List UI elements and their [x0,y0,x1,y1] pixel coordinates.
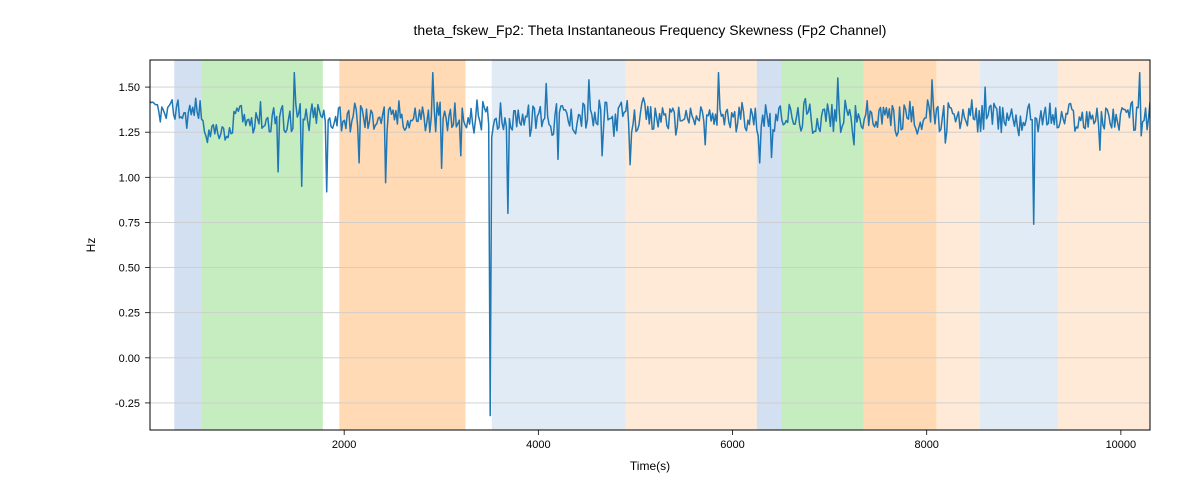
x-axis-label: Time(s) [630,459,670,473]
x-tick-label: 4000 [526,439,550,451]
x-tick-label: 8000 [914,439,938,451]
y-tick-label: -0.25 [115,398,140,410]
y-tick-label: 1.00 [119,172,140,184]
chart-container: theta_fskew_Fp2: Theta Instantaneous Fre… [0,0,1200,500]
x-tick-label: 6000 [720,439,744,451]
y-tick-label: 1.50 [119,82,140,94]
x-tick-label: 2000 [332,439,356,451]
chart-svg: theta_fskew_Fp2: Theta Instantaneous Fre… [0,0,1200,500]
y-tick-label: 0.75 [119,217,140,229]
y-tick-label: 0.00 [119,353,140,365]
y-tick-label: 0.25 [119,308,140,320]
y-tick-label: 0.50 [119,263,140,275]
chart-title: theta_fskew_Fp2: Theta Instantaneous Fre… [414,22,887,38]
y-axis-label: Hz [84,238,98,253]
y-tick-label: 1.25 [119,127,140,139]
x-tick-label: 10000 [1106,439,1137,451]
